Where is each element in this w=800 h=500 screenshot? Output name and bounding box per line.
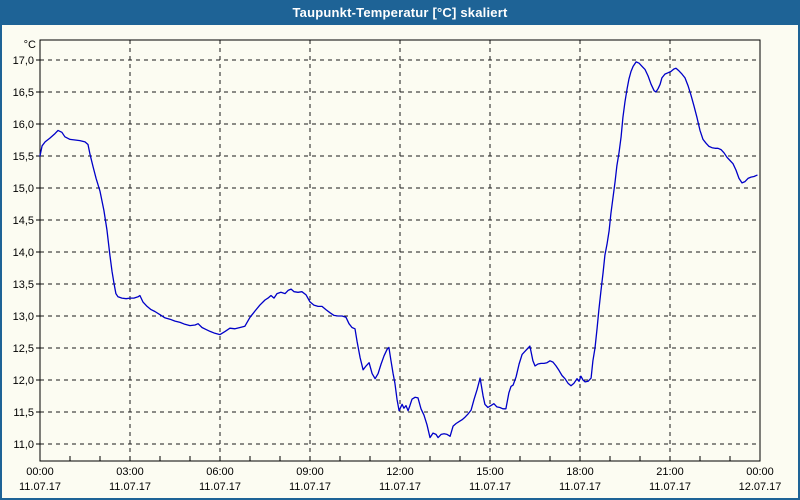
y-tick-label: 17,0: [13, 55, 34, 67]
y-tick-label: 12,0: [13, 375, 34, 387]
x-tick-date-label: 11.07.17: [559, 481, 601, 493]
plot-border: [39, 39, 761, 462]
y-tick-label: 15,0: [13, 183, 34, 195]
y-tick-label: 15,5: [13, 151, 34, 163]
y-axis-unit-label: °C: [24, 39, 36, 51]
x-tick-time-label: 15:00: [476, 466, 504, 478]
y-tick-label: 14,0: [13, 247, 34, 259]
y-tick-label: 12,5: [13, 343, 34, 355]
y-tick-label: 11,0: [13, 439, 34, 451]
x-tick-date-label: 11.07.17: [19, 481, 61, 493]
y-tick-label: 11,5: [13, 407, 34, 419]
x-tick-date-label: 11.07.17: [199, 481, 241, 493]
chart-title: Taupunkt-Temperatur [°C] skaliert: [292, 5, 508, 20]
x-tick-time-label: 00:00: [26, 466, 54, 478]
x-tick-time-label: 09:00: [296, 466, 324, 478]
y-tick-label: 13,0: [13, 311, 34, 323]
x-tick-time-label: 18:00: [566, 466, 594, 478]
y-tick-label: 16,5: [13, 87, 34, 99]
x-tick-time-label: 12:00: [386, 466, 414, 478]
x-tick-date-label: 11.07.17: [379, 481, 421, 493]
y-tick-label: 14,5: [13, 215, 34, 227]
title-bar: Taupunkt-Temperatur [°C] skaliert: [0, 0, 800, 25]
x-tick-time-label: 00:00: [746, 466, 774, 478]
x-tick-date-label: 11.07.17: [109, 481, 151, 493]
temperature-line: [39, 61, 758, 439]
x-tick-time-label: 06:00: [206, 466, 234, 478]
x-tick-date-label: 11.07.17: [649, 481, 691, 493]
chart-area: 17,0 16,5 16,0 15,5 15,0 14,5 14,0 13,5 13,0 12,5…: [0, 25, 800, 500]
x-tick-time-label: 03:00: [116, 466, 144, 478]
y-tick-label: 16,0: [13, 119, 34, 131]
y-tick-label: 13,5: [13, 279, 34, 291]
x-tick-time-label: 21:00: [656, 466, 684, 478]
x-tick-date-label: 11.07.17: [289, 481, 331, 493]
x-tick-date-label: 12.07.17: [739, 481, 782, 493]
line-chart: 17,0 16,5 16,0 15,5 15,0 14,5 14,0 13,5 13,0 12,5…: [13, 39, 782, 493]
x-tick-date-label: 11.07.17: [469, 481, 511, 493]
